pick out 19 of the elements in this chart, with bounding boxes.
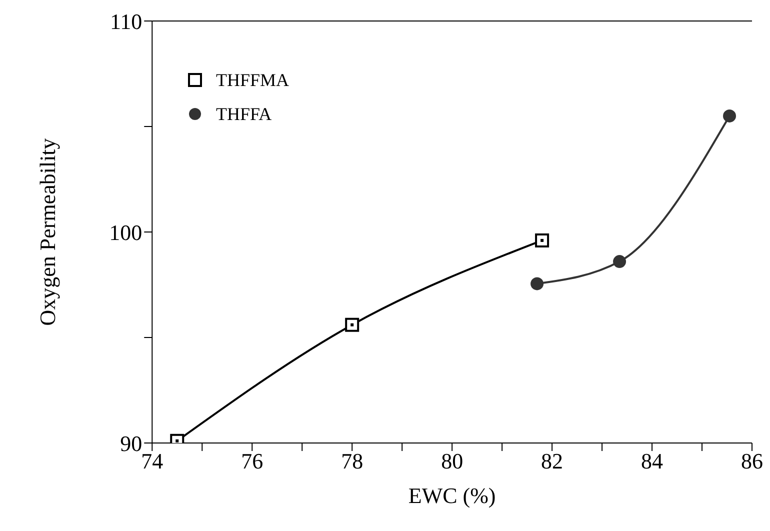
x-tick-label: 78	[341, 448, 364, 474]
legend-label: THFFMA	[216, 70, 290, 90]
x-tick-label: 84	[641, 448, 664, 474]
legend-label: THFFA	[216, 104, 272, 124]
y-axis-title: Oxygen Permeability	[34, 138, 60, 326]
x-tick-label: 86	[741, 448, 763, 474]
x-tick-label: 74	[141, 448, 164, 474]
y-tick-label: 90	[120, 430, 142, 456]
point	[530, 277, 544, 290]
point	[613, 255, 626, 268]
x-tick-label: 76	[241, 448, 264, 474]
y-tick-label: 110	[110, 8, 142, 34]
x-axis-title: EWC (%)	[408, 483, 496, 508]
x-tick-label: 82	[541, 448, 564, 474]
point	[723, 109, 736, 122]
y-tick-label: 100	[109, 220, 142, 245]
x-tick-label: 80	[441, 448, 464, 474]
point	[535, 233, 550, 248]
point	[345, 318, 360, 332]
